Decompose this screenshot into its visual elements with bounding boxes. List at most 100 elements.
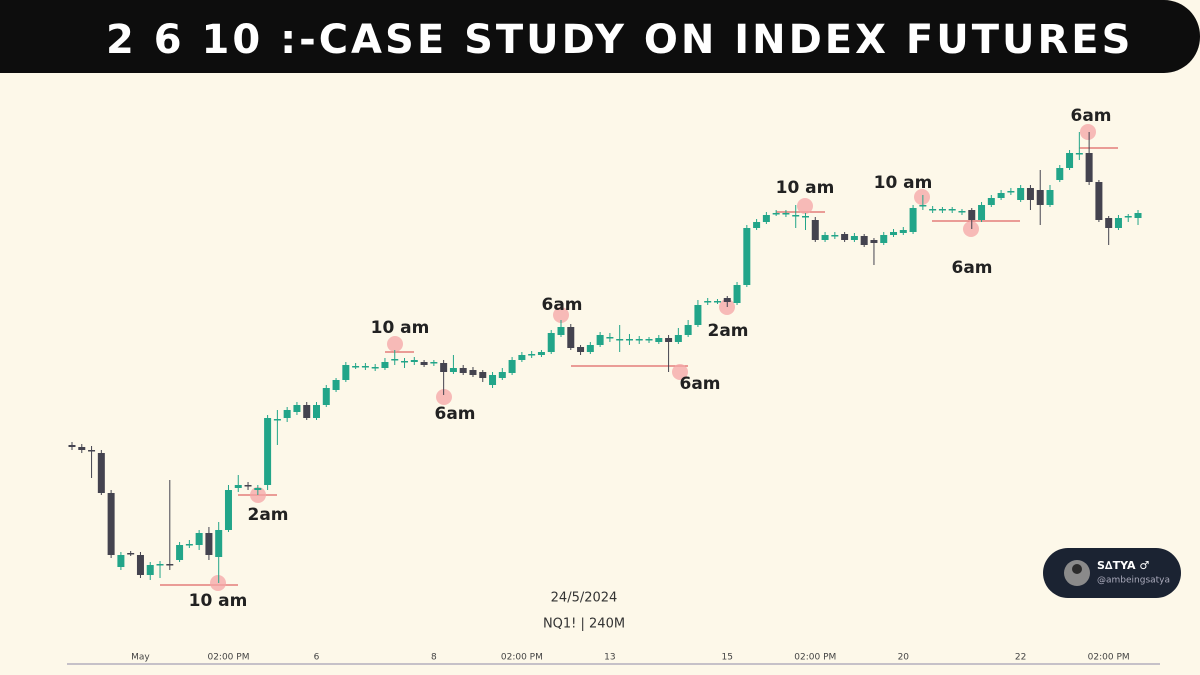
candle-body <box>723 298 731 302</box>
badge-name: S∆TYA ♂ <box>1097 559 1149 572</box>
candle-body <box>1085 153 1093 182</box>
annotation: 6am <box>951 258 992 278</box>
candle-body <box>997 193 1005 198</box>
highlight-circle <box>963 221 979 237</box>
candle-body <box>938 209 946 211</box>
candle-body <box>841 234 849 240</box>
candle-body <box>127 553 135 555</box>
avatar-head <box>1072 564 1082 574</box>
highlight-circle <box>387 336 403 352</box>
candle-body <box>704 301 712 303</box>
candle-body <box>332 380 340 390</box>
highlight-circle <box>797 198 813 214</box>
candle-body <box>97 453 105 493</box>
candle-body <box>352 366 360 368</box>
candle-body <box>205 533 213 555</box>
candle-body <box>508 360 516 373</box>
candle-body <box>313 405 320 418</box>
candle-body <box>107 493 115 555</box>
annotation: 2am <box>247 505 288 525</box>
candle-body <box>391 359 399 361</box>
candle-body <box>1066 153 1074 168</box>
candle-body <box>528 354 536 356</box>
candle-body <box>919 205 927 207</box>
candle-body <box>616 339 624 341</box>
candle-body <box>469 370 477 375</box>
badge: S∆TYA ♂ @ambeingsatya <box>1043 548 1181 598</box>
candle-body <box>958 211 966 213</box>
candle-body <box>254 488 262 490</box>
candle-body <box>674 335 682 342</box>
candle-body <box>430 362 438 364</box>
x-tick-label: 02:00 PM <box>794 653 836 663</box>
annotation: 10 am <box>874 173 933 193</box>
badge-bg <box>1043 548 1181 598</box>
candle-body <box>733 285 741 303</box>
annotation: 6am <box>1070 106 1111 126</box>
candle-body <box>78 447 86 450</box>
candle-body <box>401 361 409 363</box>
candle-body <box>782 213 790 215</box>
candle-body <box>577 347 585 352</box>
x-tick-label: 02:00 PM <box>1088 653 1130 663</box>
x-tick-label: 02:00 PM <box>207 653 249 663</box>
candle-body <box>1007 191 1015 193</box>
candle-body <box>420 362 428 365</box>
candle-body <box>1046 190 1054 205</box>
candle-body <box>1026 188 1034 200</box>
candle-body <box>831 235 839 237</box>
candle-body <box>890 232 898 235</box>
candle-body <box>929 209 937 211</box>
candle-body <box>459 368 467 373</box>
candle-body <box>498 372 506 378</box>
candle-body <box>743 228 751 285</box>
candle-body <box>166 564 174 566</box>
x-tick-label: 22 <box>1015 653 1026 663</box>
annotation: 6am <box>434 404 475 424</box>
candle-body <box>772 213 780 215</box>
candle-body <box>557 327 565 335</box>
candle-body <box>586 345 594 352</box>
candle-body <box>1017 188 1025 200</box>
candle-body <box>684 325 692 335</box>
annotation: 2am <box>707 321 748 341</box>
candle-body <box>303 405 311 418</box>
candle-body <box>185 544 193 546</box>
annotation: 6am <box>541 295 582 315</box>
x-tick-label: 13 <box>604 653 615 663</box>
candle-body <box>68 445 76 447</box>
candle-body <box>762 215 770 222</box>
candle-body <box>802 216 809 218</box>
candle-body <box>1095 182 1103 220</box>
candle-body <box>860 236 868 245</box>
candle-body <box>606 337 614 339</box>
highlight-circle <box>1080 124 1096 140</box>
candle-body <box>371 367 379 369</box>
x-tick-label: 8 <box>431 653 437 663</box>
candle-body <box>322 388 330 405</box>
candle-body <box>665 338 673 342</box>
candle-body <box>136 555 144 575</box>
x-tick-label: 20 <box>898 653 910 663</box>
candle-body <box>1124 216 1132 218</box>
candle-body <box>234 485 242 488</box>
candle-body <box>117 555 125 567</box>
candle-body <box>1056 168 1064 180</box>
annotation: 10 am <box>189 591 248 611</box>
candle-body <box>156 564 164 566</box>
candle-body <box>479 372 487 378</box>
candle-body <box>694 305 702 325</box>
highlight-circle <box>553 307 569 323</box>
candle-body <box>224 490 232 530</box>
chart-layer: May 02:00 PM 6 8 02:00 PM 13 15 02:00 PM 20 22 02:… <box>68 106 1142 663</box>
candle-body <box>176 545 184 560</box>
header-title: 2 6 10 :-CASE STUDY ON INDEX FUTURES <box>106 17 1133 63</box>
badge-handle: @ambeingsatya <box>1097 576 1170 586</box>
candle-body <box>264 418 272 485</box>
candle-body <box>753 222 761 228</box>
candle-body <box>596 335 604 345</box>
highlight-circle <box>914 189 930 205</box>
x-tick-label: May <box>131 653 150 663</box>
candle-body <box>899 230 907 233</box>
